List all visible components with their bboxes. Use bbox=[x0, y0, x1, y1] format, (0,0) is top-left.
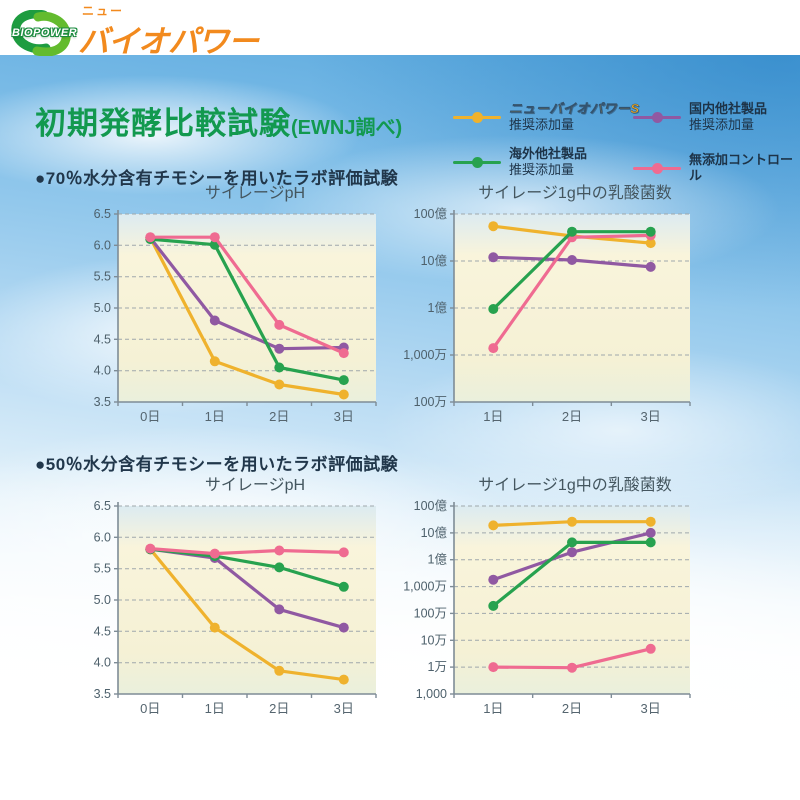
chart-ph-50pct: サイレージpH 6.5 6.0 5.5 5.0 4.5 4.0 3.5 0日 1日 2日 3日 bbox=[62, 476, 392, 722]
svg-text:2日: 2日 bbox=[269, 409, 289, 424]
legend-name: 無添加コントロール bbox=[689, 152, 794, 183]
svg-text:5.5: 5.5 bbox=[94, 562, 111, 576]
legend-name-brand: ニューバイオパワーS bbox=[509, 101, 640, 117]
legend-label: 海外他社製品 推奨添加量 bbox=[509, 146, 587, 178]
section-heading-70pct: ●70％水分含有チモシーを用いたラボ評価試験 bbox=[35, 169, 399, 188]
legend-label: 無添加コントロール bbox=[689, 152, 800, 184]
svg-text:1日: 1日 bbox=[205, 409, 225, 424]
logo-badge-text: BIOPOWER bbox=[12, 26, 78, 39]
logo-wordmark-text: バイオパワー bbox=[78, 24, 259, 59]
svg-text:3.5: 3.5 bbox=[94, 687, 111, 701]
svg-text:2日: 2日 bbox=[562, 409, 582, 424]
svg-text:10億: 10億 bbox=[421, 526, 448, 540]
svg-text:1万: 1万 bbox=[428, 660, 447, 674]
chart-plot-ph-50pct: 6.5 6.0 5.5 5.0 4.5 4.0 3.5 0日 1日 2日 3日 bbox=[94, 499, 377, 716]
legend-sub: 推奨添加量 bbox=[689, 117, 755, 132]
svg-text:4.5: 4.5 bbox=[94, 624, 111, 638]
svg-text:5.0: 5.0 bbox=[94, 593, 111, 607]
svg-text:3日: 3日 bbox=[334, 701, 354, 716]
svg-text:3.5: 3.5 bbox=[94, 395, 111, 409]
legend-item-new-biopower: ニューバイオパワーS 推奨添加量 bbox=[453, 101, 640, 133]
svg-text:100万: 100万 bbox=[414, 606, 447, 620]
legend-sub: 推奨添加量 bbox=[509, 117, 575, 132]
svg-text:5.0: 5.0 bbox=[94, 301, 111, 315]
svg-text:2日: 2日 bbox=[562, 701, 582, 716]
svg-text:100億: 100億 bbox=[414, 499, 448, 513]
chart-title: サイレージ1g中の乳酸菌数 bbox=[478, 477, 672, 494]
svg-text:1,000万: 1,000万 bbox=[403, 580, 447, 594]
svg-text:1日: 1日 bbox=[483, 701, 503, 716]
chart-title: サイレージpH bbox=[204, 477, 306, 494]
svg-text:4.0: 4.0 bbox=[94, 364, 111, 378]
page-title-note: (EWNJ調べ) bbox=[291, 117, 403, 139]
svg-text:5.5: 5.5 bbox=[94, 270, 111, 284]
chart-lab-70pct: サイレージ1g中の乳酸菌数 100億 10億 1億 1,000万 100万 1日 2日 3日 bbox=[396, 184, 696, 430]
legend-name: 海外他社製品 bbox=[509, 146, 588, 161]
svg-text:1,000万: 1,000万 bbox=[403, 348, 447, 362]
legend-marker bbox=[633, 111, 681, 123]
biopower-logo: BIOPOWER ニュー バイオパワー bbox=[10, 4, 259, 61]
legend-label: 国内他社製品 推奨添加量 bbox=[689, 101, 767, 133]
svg-text:3日: 3日 bbox=[641, 701, 661, 716]
svg-text:4.5: 4.5 bbox=[94, 332, 111, 346]
chart-lab-50pct: サイレージ1g中の乳酸菌数 100億 10億 1億 1,000万 100万 10万 1万 1,… bbox=[396, 476, 696, 722]
section-heading-50pct: ●50％水分含有チモシーを用いたラボ評価試験 bbox=[35, 455, 399, 474]
chart-plot-lab-70pct: 100億 10億 1億 1,000万 100万 1日 2日 3日 bbox=[403, 207, 691, 424]
legend-item-control: 無添加コントロール bbox=[633, 152, 800, 184]
legend-marker bbox=[453, 111, 501, 123]
svg-text:1日: 1日 bbox=[483, 409, 503, 424]
legend-marker bbox=[633, 162, 681, 174]
legend-label: ニューバイオパワーS 推奨添加量 bbox=[509, 101, 640, 133]
svg-text:6.0: 6.0 bbox=[94, 530, 111, 544]
svg-text:10億: 10億 bbox=[421, 254, 448, 268]
biopower-swirl-icon: BIOPOWER bbox=[10, 9, 77, 56]
svg-text:0日: 0日 bbox=[140, 409, 160, 424]
svg-text:2日: 2日 bbox=[269, 701, 289, 716]
svg-text:6.5: 6.5 bbox=[94, 499, 111, 513]
svg-text:3日: 3日 bbox=[641, 409, 661, 424]
svg-text:10万: 10万 bbox=[421, 633, 447, 647]
legend-item-overseas: 海外他社製品 推奨添加量 bbox=[453, 146, 587, 178]
header-bar: BIOPOWER ニュー バイオパワー bbox=[0, 0, 800, 59]
svg-text:1億: 1億 bbox=[428, 553, 448, 567]
chart-ph-70pct: サイレージpH 6.5 6.0 5.5 5.0 4.5 4.0 3.5 0日 1日 2日 3日 bbox=[62, 184, 392, 430]
svg-text:1,000: 1,000 bbox=[416, 687, 447, 701]
legend-marker bbox=[453, 156, 501, 168]
legend-dot-pink bbox=[652, 163, 663, 174]
svg-text:100億: 100億 bbox=[414, 207, 448, 221]
swirl-graphic bbox=[11, 9, 71, 56]
svg-text:1億: 1億 bbox=[428, 301, 448, 315]
legend-dot-yellow bbox=[472, 112, 483, 123]
page-title: 初期発酵比較試験(EWNJ調べ) bbox=[35, 98, 402, 143]
page-title-main: 初期発酵比較試験 bbox=[35, 106, 291, 141]
legend-sub: 推奨添加量 bbox=[509, 162, 575, 177]
svg-text:6.5: 6.5 bbox=[94, 207, 111, 221]
svg-text:1日: 1日 bbox=[205, 701, 225, 716]
svg-text:3日: 3日 bbox=[334, 409, 354, 424]
svg-text:6.0: 6.0 bbox=[94, 238, 111, 252]
chart-plot-ph-70pct: 6.5 6.0 5.5 5.0 4.5 4.0 3.5 0日 1日 2日 3日 bbox=[94, 207, 377, 424]
legend-name: 国内他社製品 bbox=[689, 101, 768, 116]
legend-item-domestic: 国内他社製品 推奨添加量 bbox=[633, 101, 767, 133]
chart-title: サイレージ1g中の乳酸菌数 bbox=[478, 185, 672, 202]
logo-wordmark: ニュー バイオパワー bbox=[78, 4, 259, 61]
svg-text:4.0: 4.0 bbox=[94, 656, 111, 670]
legend-dot-green bbox=[472, 157, 483, 168]
chart-title: サイレージpH bbox=[204, 185, 306, 202]
legend-dot-purple bbox=[652, 112, 663, 123]
chart-plot-lab-50pct: 100億 10億 1億 1,000万 100万 10万 1万 1,000 1日 2日 3日 bbox=[403, 499, 691, 716]
svg-text:0日: 0日 bbox=[140, 701, 160, 716]
svg-text:100万: 100万 bbox=[414, 395, 447, 409]
logo-small-text: ニュー bbox=[82, 4, 125, 18]
